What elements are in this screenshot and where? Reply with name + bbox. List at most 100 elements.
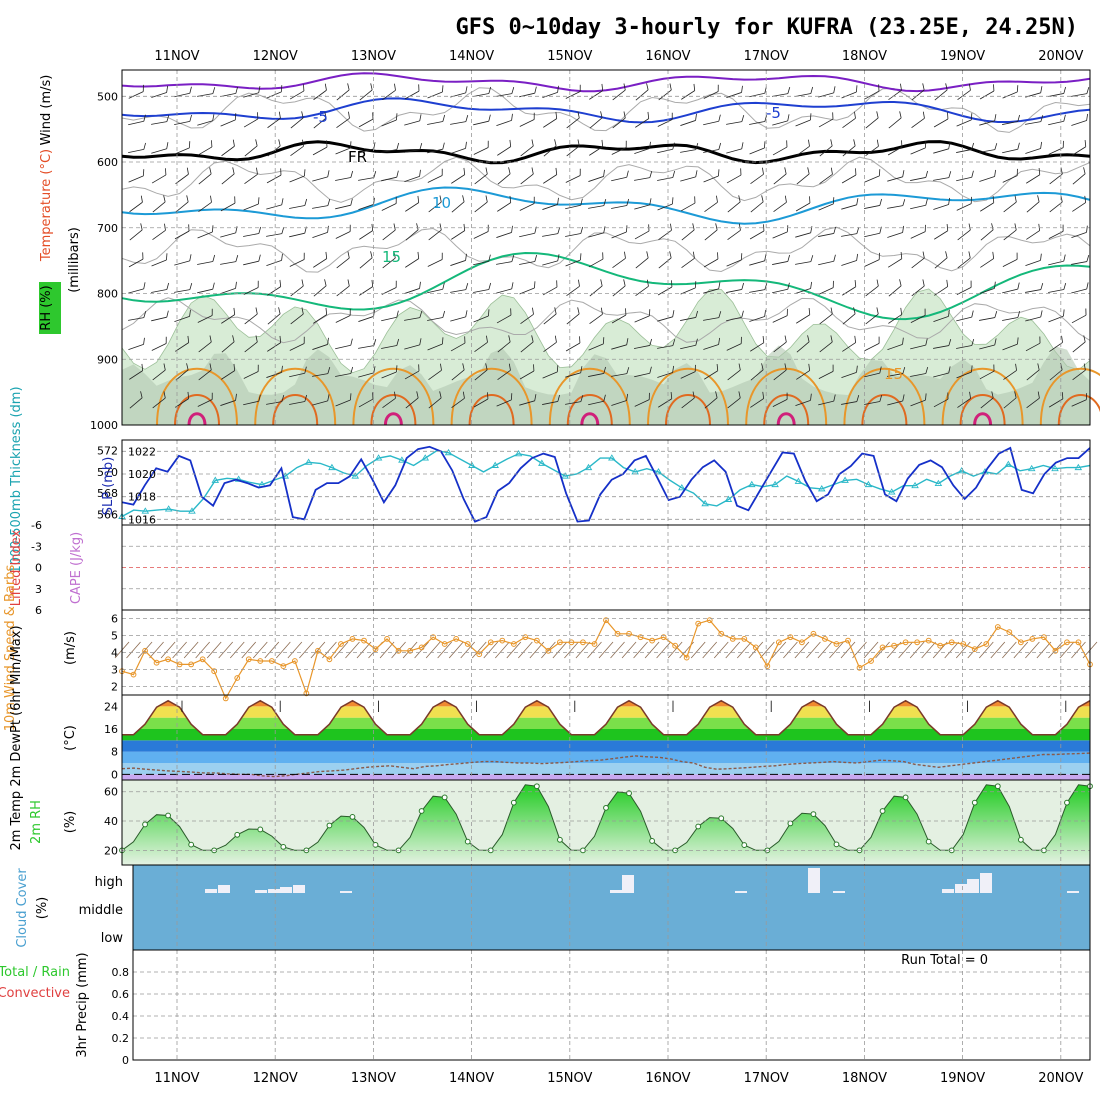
barb-shaft: [887, 343, 903, 351]
wind-barb: [864, 169, 881, 183]
wind-barb: [1026, 168, 1041, 184]
barb-shaft: [496, 93, 512, 97]
wind-barb: [220, 113, 237, 127]
wind-barb: [910, 308, 926, 323]
barb-shaft: [657, 119, 673, 127]
surface-wind-barb: [183, 641, 199, 659]
wind-barb: [726, 253, 743, 267]
barb-shaft: [197, 120, 213, 126]
barb-shaft: [611, 231, 627, 239]
barb-shaft: [727, 201, 741, 213]
wind-barb: [1002, 168, 1018, 183]
barb-flag: [810, 226, 813, 233]
wind-barb: [405, 251, 420, 268]
barb-flag: [601, 83, 604, 91]
wind-barb: [980, 251, 995, 268]
barb-shaft: [704, 229, 718, 241]
barb-flag: [994, 169, 997, 177]
barb-flag: [350, 393, 352, 401]
barb-shaft: [703, 91, 719, 99]
wind-barb: [796, 167, 810, 185]
barb-flag: [833, 254, 836, 262]
wind-barb: [474, 335, 488, 352]
wind-barb: [543, 307, 557, 325]
barb-shaft: [128, 317, 144, 321]
surface-wind-barb: [218, 641, 234, 659]
barb-flag: [1037, 195, 1040, 202]
surface-wind-barb: [345, 641, 360, 659]
barb-flag: [1086, 113, 1089, 121]
wind-barb: [497, 167, 511, 185]
barb-flag: [577, 111, 580, 119]
barb-shaft: [474, 369, 488, 381]
wind-barb: [152, 195, 166, 213]
surface-wind-barb: [667, 641, 683, 659]
barb-flag: [741, 142, 744, 149]
wind-barb: [450, 141, 467, 154]
wind-barb: [772, 392, 788, 407]
barb-flag: [902, 170, 905, 177]
barb-flag: [188, 141, 191, 148]
barb-flag: [626, 225, 628, 233]
wind-barb: [566, 279, 580, 296]
wind-speed-point: [971, 646, 978, 652]
wind-barb: [312, 170, 330, 182]
barb-flag: [761, 195, 764, 202]
wind-speed-point: [557, 639, 563, 646]
wind-barb: [589, 279, 603, 297]
barb-shaft: [749, 121, 765, 125]
wind-barb: [335, 338, 353, 350]
wind-barb: [796, 139, 810, 156]
barb-flag: [764, 254, 767, 261]
barb-shaft: [864, 90, 880, 100]
cloud-high-bar: [1067, 891, 1079, 893]
barb-shaft: [197, 261, 213, 265]
barb-flag: [763, 224, 765, 232]
wind-barb: [842, 111, 856, 128]
barb-flag: [740, 336, 742, 344]
wind-speed-point: [395, 647, 402, 654]
surface-wind-barb: [725, 641, 741, 659]
contour-label: 15: [884, 365, 903, 383]
wind-barb: [979, 84, 995, 100]
rh-point: [833, 841, 840, 848]
wind-barb: [703, 337, 721, 350]
barb-flag: [396, 338, 400, 346]
surface-wind-barb: [783, 641, 798, 659]
wind-barb: [749, 254, 767, 266]
barb-flag: [348, 111, 350, 119]
wind-barb: [727, 195, 741, 213]
barb-flag: [876, 111, 879, 119]
barb-flag: [808, 139, 810, 147]
barb-flag: [258, 394, 261, 402]
wind-barb: [933, 142, 951, 154]
barb-shaft: [979, 317, 995, 321]
wind-barb: [519, 364, 535, 380]
wind-barb: [381, 170, 399, 182]
barb-shaft: [1002, 148, 1018, 154]
wind-barb: [267, 335, 282, 352]
wind-barb: [266, 395, 285, 405]
barb-flag: [371, 223, 374, 231]
barb-flag: [350, 366, 354, 374]
barb-shaft: [588, 373, 604, 377]
barb-shaft: [611, 147, 627, 155]
wind-speed-point: [1075, 639, 1082, 646]
wind-barb: [1071, 225, 1088, 239]
wind-barb: [221, 363, 236, 380]
barb-flag: [235, 255, 239, 262]
wind-barb: [335, 308, 351, 323]
barb-shaft: [635, 257, 649, 269]
barb-shaft: [634, 177, 650, 181]
barb-flag: [485, 167, 488, 175]
rh-tick-label: 40: [104, 815, 118, 828]
barb-shaft: [175, 369, 189, 381]
barb-shaft: [267, 286, 281, 296]
barb-shaft: [1072, 146, 1086, 156]
wind-barb: [703, 84, 719, 99]
wind-barb: [451, 223, 466, 240]
barb-flag: [1060, 167, 1063, 175]
wind-barb: [175, 335, 190, 352]
thickness-marker: [374, 454, 383, 461]
barb-flag: [258, 197, 260, 205]
